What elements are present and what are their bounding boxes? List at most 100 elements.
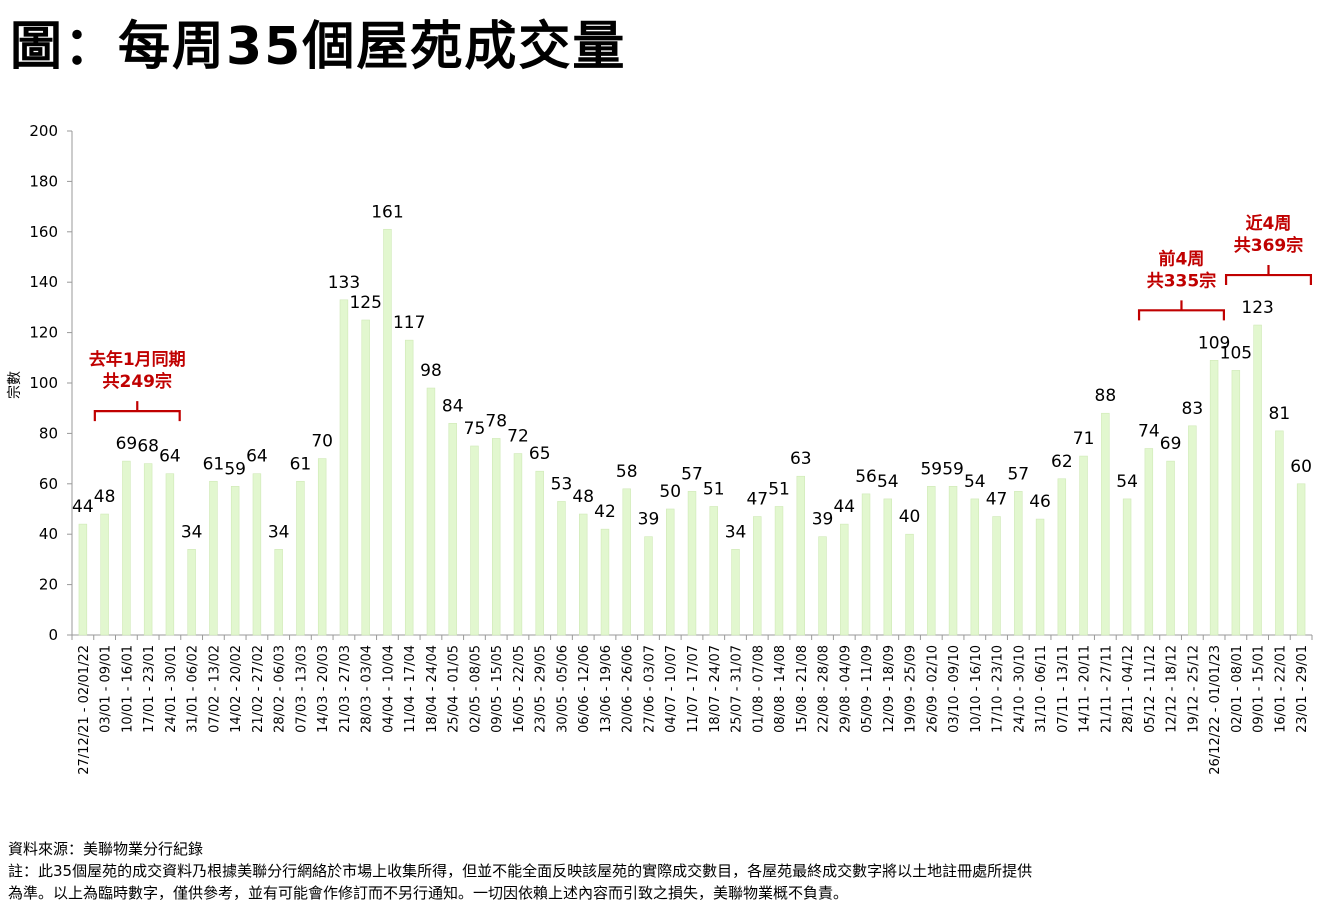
bar bbox=[1231, 370, 1241, 636]
data-label: 105 bbox=[1220, 343, 1252, 363]
data-label: 53 bbox=[551, 474, 573, 494]
data-label: 47 bbox=[746, 490, 768, 510]
y-tick-label: 140 bbox=[29, 273, 58, 291]
x-tick-label: 21/02 - 27/02 bbox=[251, 645, 266, 733]
x-tick-label: 25/07 - 31/07 bbox=[730, 645, 745, 733]
x-tick-label: 10/10 - 16/10 bbox=[969, 645, 984, 733]
data-label: 64 bbox=[246, 447, 268, 467]
bar bbox=[622, 488, 631, 636]
annotation-label: 前4周 bbox=[1159, 248, 1205, 269]
data-label: 59 bbox=[224, 459, 246, 479]
x-tick-label: 18/04 - 24/04 bbox=[425, 645, 440, 733]
data-label: 46 bbox=[1029, 492, 1051, 512]
x-tick-label: 31/10 - 06/11 bbox=[1034, 645, 1049, 733]
bar bbox=[579, 513, 588, 636]
data-label: 59 bbox=[942, 459, 964, 479]
bar bbox=[687, 491, 697, 636]
y-tick-label: 180 bbox=[29, 172, 58, 190]
x-tick-label: 03/01 - 09/01 bbox=[99, 645, 114, 733]
x-tick-label: 17/10 - 23/10 bbox=[991, 645, 1006, 733]
x-tick-label: 12/12 - 18/12 bbox=[1165, 645, 1180, 733]
data-label: 125 bbox=[349, 293, 381, 313]
data-label: 62 bbox=[1051, 452, 1073, 472]
bar bbox=[709, 506, 718, 636]
annotation-label: 共369宗 bbox=[1234, 235, 1304, 256]
data-label: 59 bbox=[920, 459, 942, 479]
period-bracket bbox=[93, 401, 181, 422]
x-tick-label: 24/10 - 30/10 bbox=[1012, 645, 1027, 733]
x-tick-label: 31/01 - 06/02 bbox=[186, 645, 201, 733]
bar bbox=[1275, 430, 1284, 636]
data-label: 75 bbox=[464, 419, 486, 439]
data-label: 133 bbox=[328, 273, 360, 293]
x-tick-label: 01/08 - 07/08 bbox=[751, 645, 766, 733]
bar bbox=[861, 493, 871, 636]
data-label: 50 bbox=[659, 482, 681, 502]
data-label: 48 bbox=[94, 487, 116, 507]
bar bbox=[731, 549, 740, 636]
x-tick-label: 11/04 - 17/04 bbox=[403, 645, 418, 733]
x-tick-label: 08/08 - 14/08 bbox=[773, 645, 788, 733]
bar bbox=[840, 523, 849, 636]
x-tick-label: 03/10 - 09/10 bbox=[947, 645, 962, 733]
y-tick-label: 120 bbox=[29, 324, 58, 342]
source-note: 資料來源：美聯物業分行紀錄 bbox=[8, 840, 204, 858]
x-tick-label: 09/01 - 15/01 bbox=[1252, 645, 1267, 733]
x-tick-label: 29/08 - 04/09 bbox=[838, 645, 853, 733]
data-label: 39 bbox=[638, 510, 660, 530]
x-tick-label: 14/02 - 20/02 bbox=[229, 645, 244, 733]
x-tick-label: 27/12/21 - 02/01/22 bbox=[77, 645, 92, 775]
data-label: 69 bbox=[116, 434, 138, 454]
x-tick-label: 19/12 - 25/12 bbox=[1186, 645, 1201, 733]
data-label: 54 bbox=[877, 472, 899, 492]
data-label: 98 bbox=[420, 361, 442, 381]
x-tick-label: 26/12/22 - 01/01/23 bbox=[1208, 645, 1223, 775]
bar bbox=[948, 486, 958, 636]
bar bbox=[1101, 412, 1110, 636]
data-label: 68 bbox=[137, 437, 159, 457]
bar bbox=[1122, 498, 1132, 636]
x-tick-label: 04/04 - 10/04 bbox=[381, 645, 396, 733]
bar bbox=[774, 506, 784, 636]
x-tick-label: 02/05 - 08/05 bbox=[468, 645, 483, 733]
data-label: 48 bbox=[572, 487, 594, 507]
annotation-label: 近4周 bbox=[1246, 213, 1292, 234]
data-label: 61 bbox=[290, 454, 312, 474]
data-label: 39 bbox=[812, 510, 834, 530]
data-label: 117 bbox=[393, 313, 425, 333]
data-label: 44 bbox=[833, 497, 855, 517]
data-label: 123 bbox=[1241, 298, 1273, 318]
bar bbox=[143, 463, 153, 636]
x-tick-label: 25/04 - 01/05 bbox=[447, 645, 462, 733]
x-tick-label: 14/11 - 20/11 bbox=[1078, 645, 1093, 733]
bar bbox=[1079, 455, 1088, 636]
y-tick-label: 40 bbox=[39, 525, 58, 543]
x-tick-label: 05/09 - 11/09 bbox=[860, 645, 875, 733]
bar bbox=[1253, 324, 1262, 636]
bar bbox=[317, 458, 327, 636]
bar bbox=[970, 498, 980, 636]
x-tick-label: 05/12 - 11/12 bbox=[1143, 645, 1158, 733]
bar bbox=[753, 516, 762, 636]
bar bbox=[1144, 448, 1154, 636]
bar bbox=[818, 536, 827, 636]
data-label: 161 bbox=[371, 202, 403, 222]
bar bbox=[252, 473, 262, 636]
x-tick-label: 07/02 - 13/02 bbox=[207, 645, 222, 733]
x-tick-label: 13/06 - 19/06 bbox=[599, 645, 614, 733]
y-tick-label: 100 bbox=[29, 374, 58, 392]
x-tick-label: 19/09 - 25/09 bbox=[904, 645, 919, 733]
bar bbox=[1188, 425, 1197, 636]
x-tick-label: 10/01 - 16/01 bbox=[120, 645, 135, 733]
bar bbox=[557, 501, 566, 636]
x-tick-label: 16/01 - 22/01 bbox=[1273, 645, 1288, 733]
data-label: 47 bbox=[986, 490, 1008, 510]
data-label: 57 bbox=[1007, 464, 1029, 484]
bar bbox=[600, 528, 610, 636]
x-tick-label: 15/08 - 21/08 bbox=[795, 645, 810, 733]
annotation-label: 去年1月同期 bbox=[89, 349, 186, 370]
data-label: 40 bbox=[899, 507, 921, 527]
bar bbox=[1057, 478, 1067, 636]
bar bbox=[426, 387, 436, 636]
y-tick-label: 60 bbox=[39, 475, 58, 493]
